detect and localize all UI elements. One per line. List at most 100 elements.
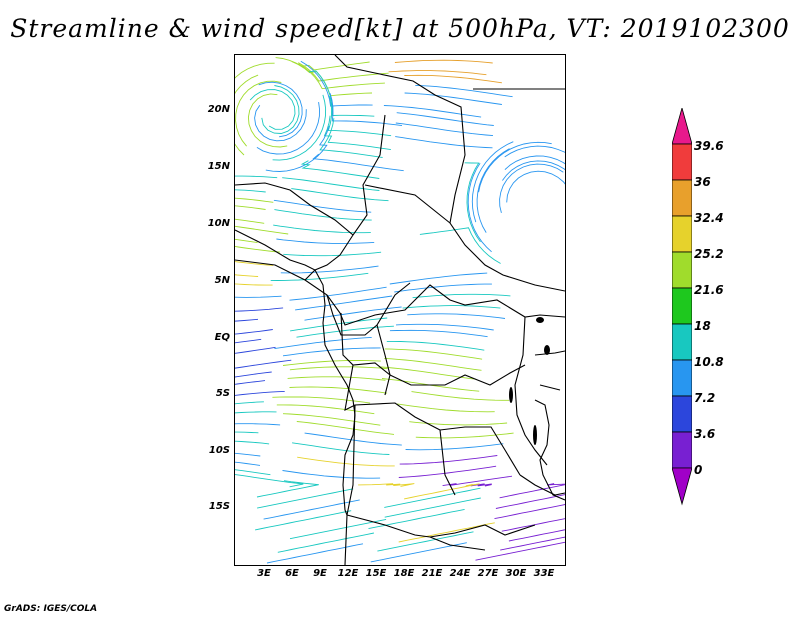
- colorbar-label: 21.6: [694, 283, 724, 297]
- streamline: [323, 115, 391, 151]
- colorbar: [672, 108, 692, 506]
- streamline: [235, 338, 262, 344]
- streamline: [502, 160, 565, 181]
- streamline: [404, 74, 502, 84]
- streamline: [464, 162, 481, 243]
- streamline: [398, 465, 497, 478]
- streamline: [508, 529, 565, 542]
- colorbar-segment: [672, 287, 692, 325]
- streamline: [405, 443, 504, 451]
- map-panel: [234, 54, 566, 566]
- colorbar-segment: [672, 215, 692, 253]
- streamline: [304, 306, 402, 321]
- colorbar-segment: [672, 467, 692, 506]
- streamline: [235, 295, 282, 298]
- streamline: [398, 522, 495, 543]
- streamline: [292, 442, 390, 455]
- streamline: [256, 480, 319, 498]
- streamline: [257, 488, 354, 509]
- chart-title: Streamline & wind speed[kt] at 500hPa, V…: [10, 14, 790, 43]
- streamline: [235, 440, 270, 445]
- streamline: [308, 70, 375, 117]
- streamline: [501, 518, 565, 532]
- streamline: [470, 483, 492, 487]
- colorbar-label: 25.2: [694, 247, 724, 261]
- streamline: [412, 293, 511, 299]
- colorbar-segment: [672, 251, 692, 289]
- footer-credit: GrADS: IGES/COLA: [4, 604, 98, 614]
- streamline: [263, 499, 360, 520]
- streamline: [276, 238, 375, 244]
- streamline: [273, 199, 372, 213]
- streamline: [396, 112, 494, 126]
- streamline: [475, 541, 565, 561]
- lon-label-30e: 30E: [505, 568, 527, 579]
- colorbar-label: 39.6: [694, 139, 724, 153]
- streamline: [282, 347, 381, 357]
- streamline: [235, 390, 285, 396]
- streamline: [235, 175, 278, 179]
- streamline: [235, 261, 274, 266]
- streamline: [280, 265, 379, 274]
- streamline: [327, 95, 392, 137]
- streamline: [495, 494, 565, 509]
- streamline: [235, 411, 277, 414]
- streamline: [319, 118, 383, 158]
- streamline: [499, 483, 565, 499]
- streamline: [397, 403, 495, 413]
- streamline: [289, 286, 387, 301]
- streamline: [384, 348, 483, 360]
- streamline: [394, 283, 492, 293]
- colorbar-label: 18: [694, 319, 711, 333]
- streamline: [312, 153, 404, 172]
- streamline: [235, 80, 282, 147]
- streamline: [272, 396, 371, 404]
- lat-label-20n: 20N: [207, 104, 230, 115]
- streamline: [274, 336, 372, 350]
- streamline: [287, 376, 386, 381]
- streamline: [404, 483, 480, 500]
- lon-label-9e: 9E: [313, 568, 327, 579]
- streamline: [235, 283, 273, 286]
- streamline: [247, 93, 288, 148]
- streamline: [277, 532, 374, 553]
- streamline: [291, 188, 389, 202]
- colorbar-label: 32.4: [694, 211, 724, 225]
- colorbar-segments: [672, 108, 692, 506]
- streamline: [235, 74, 259, 156]
- streamline: [409, 421, 508, 426]
- coastline: [235, 229, 565, 516]
- streamline: [296, 421, 395, 435]
- streamline: [289, 366, 388, 371]
- streamline: [235, 469, 271, 476]
- streamline: [395, 136, 493, 149]
- streamline: [478, 141, 552, 193]
- streamline: [235, 461, 261, 466]
- streamline: [289, 518, 387, 540]
- streamline: [235, 197, 274, 203]
- streamline: [506, 170, 565, 203]
- streamline: [235, 329, 273, 335]
- lat-label-10s: 10S: [208, 445, 230, 456]
- streamline: [499, 163, 564, 214]
- lon-label-6e: 6E: [285, 568, 299, 579]
- streamline: [235, 274, 259, 277]
- streamline: [249, 89, 296, 130]
- lat-label-15s: 15S: [208, 501, 230, 512]
- streamline: [383, 105, 482, 118]
- streamline: [504, 145, 565, 158]
- streamline: [261, 85, 300, 134]
- streamline: [235, 371, 272, 378]
- streamline: [504, 155, 565, 170]
- streamline: [476, 148, 510, 233]
- streamline: [415, 84, 513, 98]
- colorbar-segment: [672, 431, 692, 469]
- streamline: [386, 340, 485, 351]
- lat-label-eq: EQ: [214, 332, 230, 343]
- streamline: [282, 413, 381, 426]
- streamline: [300, 160, 380, 179]
- colorbar-label: 0: [694, 463, 703, 477]
- streamline: [407, 313, 506, 319]
- streamline: [282, 177, 380, 191]
- lon-label-21e: 21E: [421, 568, 443, 579]
